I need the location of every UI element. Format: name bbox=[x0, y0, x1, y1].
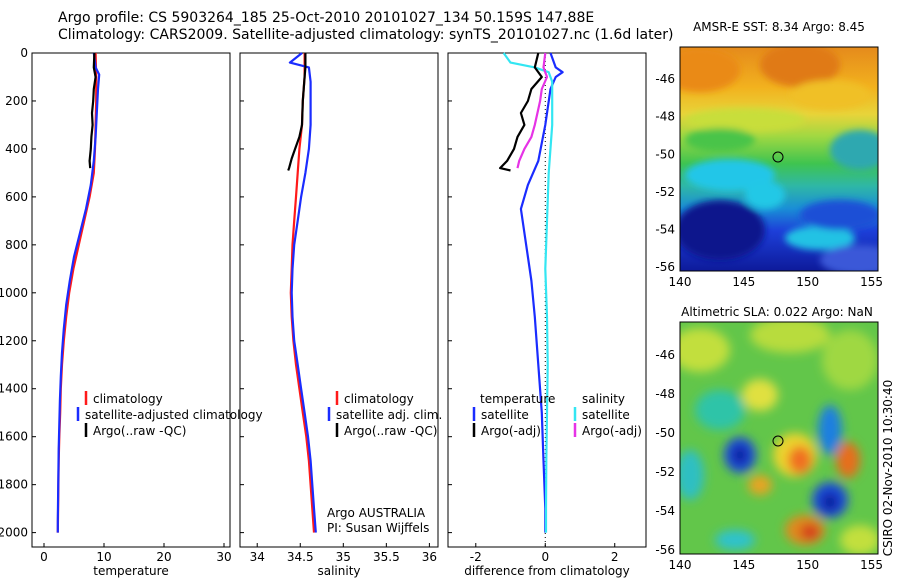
map-y-tick-label-altimetric-sla-map-3: -52 bbox=[655, 465, 675, 479]
legend-label-sal-argo: Argo(-adj) bbox=[582, 424, 642, 438]
map-x-tick-label-amsre-sst-map-1: 145 bbox=[732, 275, 755, 289]
x-tick-label-difference-profile-0: -2 bbox=[470, 550, 482, 564]
legend-label-satellite-adj: satellite adj. clim. bbox=[336, 408, 442, 422]
series-line-temperature-profile-2 bbox=[88, 52, 97, 169]
salinity-legend: climatology satellite adj. clim. Argo(..… bbox=[327, 391, 442, 535]
legend-label-argo: Argo(..raw -QC) bbox=[93, 424, 186, 438]
legend-heading-salinity: salinity bbox=[582, 392, 625, 406]
figure-title-line-2: Climatology: CARS2009. Satellite-adjuste… bbox=[58, 27, 674, 43]
map-x-tick-label-altimetric-sla-map-1: 145 bbox=[732, 558, 755, 572]
x-tick-label-salinity-profile-3: 35.5 bbox=[373, 550, 400, 564]
map-y-tick-label-altimetric-sla-map-1: -48 bbox=[655, 387, 675, 401]
series-line-salinity-profile-2 bbox=[287, 53, 307, 171]
legend-label-sal-satellite: satellite bbox=[582, 408, 630, 422]
legend-label-temp-satellite: satellite bbox=[481, 408, 529, 422]
sst-argo-position-marker bbox=[772, 151, 784, 163]
x-tick-label-temperature-profile-0: 0 bbox=[40, 550, 48, 564]
map-x-tick-label-amsre-sst-map-3: 155 bbox=[860, 275, 883, 289]
x-tick-label-difference-profile-1: 0 bbox=[541, 550, 549, 564]
y-tick-label-10: 2000 bbox=[0, 526, 28, 540]
y-tick-label-2: 400 bbox=[5, 142, 28, 156]
x-tick-label-difference-profile-2: 2 bbox=[611, 550, 619, 564]
figure-title-line-1: Argo profile: CS 5903264_185 25-Oct-2010… bbox=[58, 10, 595, 26]
legend-label-satellite-adjusted: satellite-adjusted climatology bbox=[85, 408, 263, 422]
map-y-tick-label-altimetric-sla-map-5: -56 bbox=[655, 543, 675, 557]
temperature-axes bbox=[31, 52, 231, 548]
map-x-tick-label-amsre-sst-map-2: 150 bbox=[796, 275, 819, 289]
y-tick-label-3: 600 bbox=[5, 190, 28, 204]
difference-axes bbox=[447, 52, 647, 548]
legend-heading-temperature: temperature bbox=[480, 392, 555, 406]
x-tick-label-temperature-profile-2: 20 bbox=[156, 550, 171, 564]
map-x-tick-label-altimetric-sla-map-0: 140 bbox=[669, 558, 692, 572]
x-tick-label-temperature-profile-3: 30 bbox=[216, 550, 231, 564]
map-y-tick-label-altimetric-sla-map-4: -54 bbox=[655, 504, 675, 518]
map-y-tick-label-amsre-sst-map-2: -50 bbox=[655, 147, 675, 161]
series-line-difference-profile-3 bbox=[516, 52, 549, 169]
difference-legend: temperature satellite Argo(-adj) salinit… bbox=[472, 392, 642, 438]
y-tick-label-6: 1200 bbox=[0, 334, 28, 348]
x-tick-label-salinity-profile-0: 34 bbox=[250, 550, 265, 564]
float-pi-label: PI: Susan Wijffels bbox=[327, 521, 429, 535]
legend-label-argo: Argo(..raw -QC) bbox=[344, 424, 437, 438]
sla-map-title: Altimetric SLA: 0.022 Argo: NaN bbox=[681, 305, 873, 319]
map-x-tick-label-altimetric-sla-map-2: 150 bbox=[796, 558, 819, 572]
temperature-legend: climatology satellite-adjusted climatolo… bbox=[76, 391, 263, 438]
x-tick-label-salinity-profile-2: 35 bbox=[336, 550, 351, 564]
y-tick-label-7: 1400 bbox=[0, 382, 28, 396]
salinity-axes bbox=[239, 52, 439, 548]
y-tick-label-9: 1800 bbox=[0, 478, 28, 492]
sst-map-image bbox=[680, 47, 878, 271]
map-y-tick-label-amsre-sst-map-4: -54 bbox=[655, 223, 675, 237]
x-axis-label-difference-profile: difference from climatology bbox=[464, 564, 630, 578]
map-y-tick-label-amsre-sst-map-3: -52 bbox=[655, 185, 675, 199]
map-y-tick-label-altimetric-sla-map-2: -50 bbox=[655, 426, 675, 440]
series-line-temperature-profile-1 bbox=[56, 52, 101, 533]
x-tick-label-salinity-profile-4: 36 bbox=[422, 550, 437, 564]
x-tick-label-salinity-profile-1: 34.5 bbox=[287, 550, 314, 564]
map-y-tick-label-amsre-sst-map-5: -56 bbox=[655, 260, 675, 274]
x-axis-label-salinity-profile: salinity bbox=[317, 564, 360, 578]
map-x-tick-label-amsre-sst-map-0: 140 bbox=[669, 275, 692, 289]
legend-label-climatology: climatology bbox=[93, 392, 163, 406]
sst-map-title: AMSR-E SST: 8.34 Argo: 8.45 bbox=[693, 20, 865, 34]
sla-map-image bbox=[680, 322, 878, 554]
map-y-tick-label-amsre-sst-map-0: -46 bbox=[655, 72, 675, 86]
y-tick-label-1: 200 bbox=[5, 94, 28, 108]
series-line-difference-profile-2 bbox=[499, 52, 543, 172]
map-y-tick-label-altimetric-sla-map-0: -46 bbox=[655, 348, 675, 362]
map-y-tick-label-amsre-sst-map-1: -48 bbox=[655, 110, 675, 124]
y-tick-label-8: 1600 bbox=[0, 430, 28, 444]
y-tick-label-4: 800 bbox=[5, 238, 28, 252]
series-line-salinity-profile-1 bbox=[288, 52, 317, 533]
sla-argo-position-marker bbox=[772, 435, 784, 447]
timestamp-stamp: CSIRO 02-Nov-2010 10:30:40 bbox=[881, 380, 895, 556]
y-tick-label-0: 0 bbox=[20, 46, 28, 60]
x-tick-label-temperature-profile-1: 10 bbox=[96, 550, 111, 564]
legend-label-climatology: climatology bbox=[344, 392, 414, 406]
series-line-difference-profile-0 bbox=[519, 52, 564, 533]
float-program-label: Argo AUSTRALIA bbox=[327, 506, 426, 520]
legend-label-temp-argo: Argo(-adj) bbox=[481, 424, 541, 438]
x-axis-label-temperature-profile: temperature bbox=[93, 564, 168, 578]
map-x-tick-label-altimetric-sla-map-3: 155 bbox=[860, 558, 883, 572]
y-tick-label-5: 1000 bbox=[0, 286, 28, 300]
series-line-difference-profile-1 bbox=[502, 52, 554, 533]
series-line-temperature-profile-0 bbox=[56, 52, 98, 533]
